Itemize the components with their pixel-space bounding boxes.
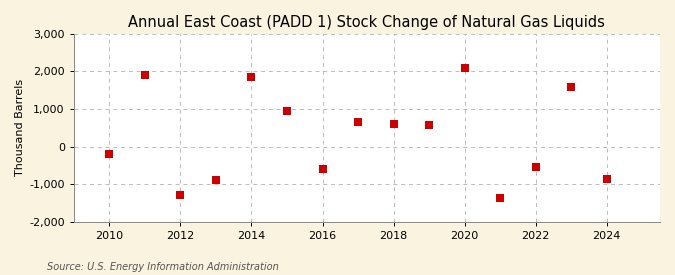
Point — [175, 193, 186, 198]
Point — [459, 66, 470, 71]
Point — [211, 178, 221, 183]
Point — [495, 196, 506, 201]
Title: Annual East Coast (PADD 1) Stock Change of Natural Gas Liquids: Annual East Coast (PADD 1) Stock Change … — [128, 15, 605, 30]
Point — [601, 176, 612, 181]
Point — [388, 121, 399, 126]
Point — [104, 152, 115, 156]
Point — [531, 165, 541, 169]
Y-axis label: Thousand Barrels: Thousand Barrels — [15, 79, 25, 176]
Point — [246, 75, 257, 79]
Point — [140, 73, 151, 78]
Point — [352, 120, 363, 124]
Point — [281, 109, 292, 113]
Point — [317, 167, 328, 171]
Text: Source: U.S. Energy Information Administration: Source: U.S. Energy Information Administ… — [47, 262, 279, 272]
Point — [566, 85, 576, 90]
Point — [424, 123, 435, 127]
